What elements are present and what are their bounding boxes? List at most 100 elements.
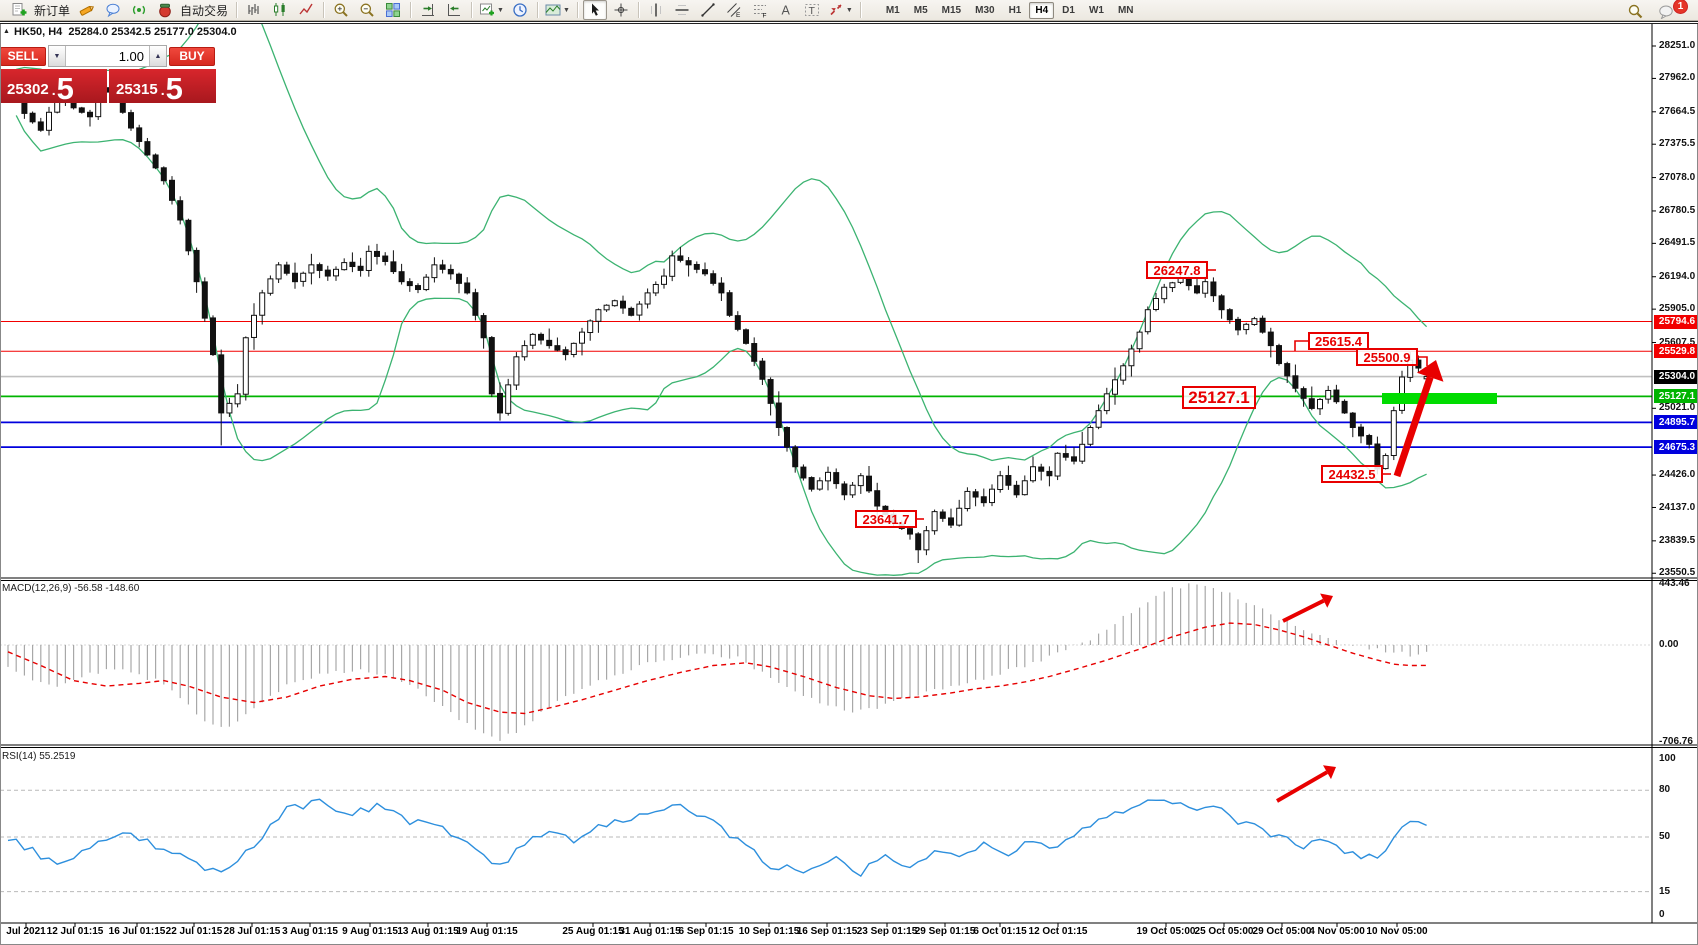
autotrade-button-label[interactable]: 自动交易	[180, 3, 229, 18]
line-chart-button[interactable]	[294, 0, 318, 20]
new-chart-button[interactable]: ▼	[477, 0, 506, 20]
timeframe-button-h1[interactable]: H1	[1008, 4, 1022, 16]
macd-axis-label: -706.76	[1659, 735, 1693, 747]
search-icon[interactable]	[1623, 1, 1647, 21]
red-arrow[interactable]	[1393, 376, 1434, 478]
rsi-axis-label: 80	[1659, 784, 1671, 796]
sell-button[interactable]: SELL	[0, 46, 46, 66]
time-axis-label: 25 Oct 05:00	[1194, 926, 1254, 937]
macd-values: -56.58 -148.60	[74, 583, 140, 594]
buy-button[interactable]: BUY	[169, 46, 215, 66]
text-button[interactable]: A	[774, 0, 798, 20]
volume-increase-button[interactable]: ▲	[149, 46, 166, 66]
tile-windows-button[interactable]	[381, 0, 405, 20]
time-axis-label: 6 Sep 01:15	[678, 926, 734, 937]
bar-chart-button[interactable]	[242, 0, 266, 20]
buy-price-frac: 5	[165, 70, 183, 106]
timeframe-button-mn[interactable]: MN	[1117, 4, 1134, 16]
timeframe-button-d1[interactable]: D1	[1062, 4, 1075, 16]
timeframe-button-h4[interactable]: H4	[1029, 1, 1055, 19]
time-axis-label: 10 Sep 01:15	[738, 926, 800, 937]
volume-decrease-button[interactable]: ▼	[49, 46, 66, 66]
red-arrow[interactable]	[1282, 598, 1325, 623]
price-annotation-25615.4[interactable]: 25615.4	[1308, 332, 1369, 350]
price-axis-tick: 27375.5	[1659, 138, 1696, 150]
drawn-annotations[interactable]	[917, 269, 1444, 803]
time-axis-label: 4 Nov 05:00	[1309, 926, 1365, 937]
time-axis-label: 29 Sep 01:15	[914, 926, 976, 937]
signal-icon	[133, 5, 146, 15]
time-axis-label: Jul 2021	[6, 926, 46, 937]
green-highlight-bar[interactable]	[1382, 393, 1497, 404]
red-arrow[interactable]	[1276, 770, 1328, 803]
text-label-button[interactable]: T	[800, 0, 824, 20]
zoom-in-button[interactable]	[329, 0, 353, 20]
time-axis-label: 10 Nov 05:00	[1366, 926, 1428, 937]
period-button[interactable]	[508, 0, 532, 20]
price-annotation-23641.7[interactable]: 23641.7	[855, 510, 917, 528]
price-axis-tick: 27078.0	[1659, 171, 1696, 183]
chart-shift-button[interactable]	[416, 0, 440, 20]
timeframe-button-w1[interactable]: W1	[1088, 4, 1104, 16]
template-icon	[545, 4, 561, 16]
time-axis-label: 22 Jul 01:15	[165, 926, 223, 937]
time-axis-label: 31 Aug 01:15	[619, 926, 681, 937]
time-axis-label: 25 Aug 01:15	[562, 926, 624, 937]
crosshair-button[interactable]	[609, 0, 633, 20]
template-button[interactable]: ▼	[543, 0, 572, 20]
dropdown-caret-icon[interactable]: ▼	[497, 6, 504, 14]
auto-scroll-button[interactable]	[442, 0, 466, 20]
vertical-line-button[interactable]	[644, 0, 668, 20]
time-axis-label: 16 Jul 01:15	[108, 926, 166, 937]
buy-price-panel[interactable]: 25315 . 5	[109, 69, 216, 106]
timeframe-button-m5[interactable]: M5	[913, 4, 928, 16]
horizontal-line-button[interactable]	[670, 0, 694, 20]
chat-button[interactable]	[101, 0, 125, 20]
window-border-left	[0, 24, 1, 945]
price-annotation-24432.5[interactable]: 24432.5	[1321, 465, 1383, 483]
fibonacci-button[interactable]: F	[748, 0, 772, 20]
channel-button[interactable]: E	[722, 0, 746, 20]
notification-badge[interactable]: 1	[1673, 0, 1688, 14]
chat-notification-icon[interactable]	[1654, 1, 1678, 21]
time-axis-label: 12 Oct 01:15	[1028, 926, 1088, 937]
zoom-in-icon	[334, 3, 348, 17]
crayon-tool-button[interactable]	[75, 0, 99, 20]
sell-price-dot: .	[51, 82, 56, 98]
chart-title: HK50, H4 25284.0 25342.5 25177.0 25304.0	[14, 26, 237, 38]
toolbar-right: 1	[1622, 0, 1698, 21]
price-annotation-25127.1[interactable]: 25127.1	[1182, 386, 1256, 409]
new-order-button-label[interactable]: 新订单	[34, 3, 71, 18]
new-order-icon	[12, 3, 27, 16]
dropdown-caret-icon[interactable]: ▼	[845, 6, 853, 14]
timeframe-button-m30[interactable]: M30	[975, 4, 995, 16]
dropdown-caret-icon[interactable]: ▼	[562, 6, 570, 14]
price-axis-tick: 25021.0	[1659, 402, 1696, 414]
signal-button[interactable]	[127, 0, 151, 20]
new-order-button[interactable]	[7, 0, 31, 20]
price-annotation-25500.9[interactable]: 25500.9	[1356, 348, 1418, 366]
timeframe-button-m15[interactable]: M15	[941, 4, 962, 16]
candle-chart-button[interactable]	[268, 0, 292, 20]
timeframe-button-m1[interactable]: M1	[885, 4, 900, 16]
autotrade-button[interactable]	[153, 0, 177, 20]
volume-value[interactable]: 1.00	[118, 48, 144, 64]
sell-price-main: 25302	[7, 81, 49, 98]
auto-scroll-icon	[448, 4, 461, 16]
bars-chart-icon	[248, 4, 259, 15]
cursor-button[interactable]	[582, 0, 607, 20]
time-axis-label: 3 Aug 01:15	[282, 926, 338, 937]
sell-price-panel[interactable]: 25302 . 5	[0, 69, 107, 106]
sell-price-frac: 5	[56, 70, 74, 106]
window-border-top	[0, 21, 1698, 22]
price-badge-24675.3: 24675.3	[1654, 440, 1698, 455]
price-axis-tick: 26780.5	[1659, 204, 1696, 216]
arrows-button[interactable]: ▼	[826, 0, 855, 20]
macd-indicator	[0, 583, 1652, 741]
trendline-button[interactable]	[696, 0, 720, 20]
zoom-out-button[interactable]	[355, 0, 379, 20]
price-annotation-26247.8[interactable]: 26247.8	[1146, 261, 1208, 279]
price-badge-24895.7: 24895.7	[1654, 415, 1698, 430]
